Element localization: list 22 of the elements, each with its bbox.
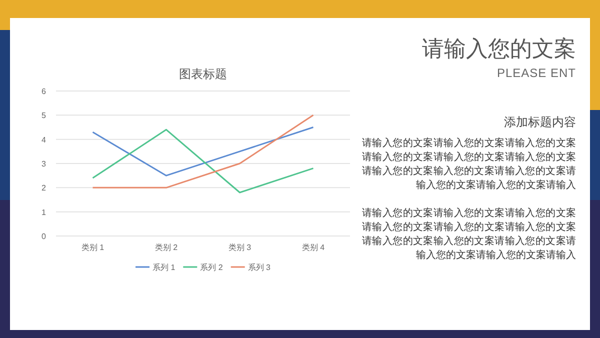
text: 请输入您的文案 xyxy=(421,35,576,63)
y-tick-label: 0 xyxy=(42,232,47,241)
chart-title: 图表标题 xyxy=(179,67,227,81)
y-tick-label: 6 xyxy=(42,87,47,96)
legend-label: 系列 3 xyxy=(248,263,272,272)
line-series xyxy=(92,126,314,176)
text: PLEASE ENT xyxy=(496,66,576,80)
y-tick-label: 1 xyxy=(42,208,47,217)
legend-label: 系列 2 xyxy=(200,263,224,272)
legend-label: 系列 1 xyxy=(152,263,176,272)
text: 请输入您的文案请输入您的文案请输入您的文案请输入您的文案请输入您的文案请输入您的文案请输入您的文案输入您的文案请输入您的文案请输入您的文案请输入您的文案请输入 xyxy=(362,207,576,263)
line-series xyxy=(92,128,314,194)
x-tick-label: 类别 3 xyxy=(228,243,252,252)
y-tick-label: 3 xyxy=(42,160,47,168)
y-tick-label: 4 xyxy=(42,135,47,144)
y-tick-label: 2 xyxy=(42,184,47,193)
text: 请输入您的文案请输入您的文案请输入您的文案请输入您的文案请输入您的文案请输入您的文案请输入您的文案输入您的文案请输入您的文案请输入您的文案请输入您的文案请输入 xyxy=(362,137,576,193)
x-tick-label: 类别 1 xyxy=(81,243,105,252)
y-tick-label: 5 xyxy=(42,111,47,120)
text: 添加标题内容 xyxy=(503,114,576,131)
x-tick-label: 类别 2 xyxy=(154,243,178,252)
x-tick-label: 类别 4 xyxy=(302,243,326,252)
